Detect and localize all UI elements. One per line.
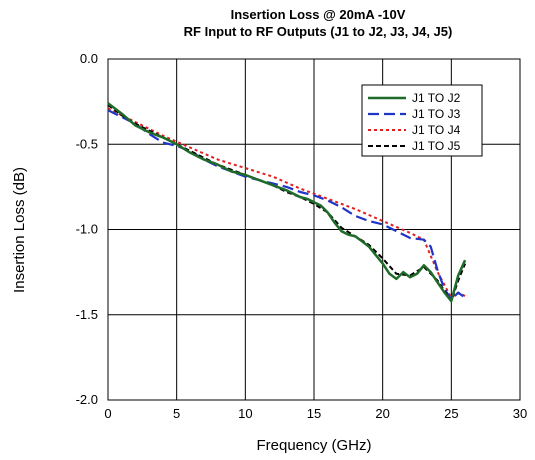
x-tick-label: 25: [444, 406, 458, 421]
x-tick-label: 5: [173, 406, 180, 421]
x-axis-ticks: 0 5 10 15 20 25 30: [104, 406, 527, 421]
x-tick-label: 15: [307, 406, 321, 421]
series-line-j1-to-j5: [107, 104, 467, 303]
x-tick-label: 30: [513, 406, 527, 421]
y-tick-label: -1.5: [76, 307, 98, 322]
legend-label: J1 TO J2: [412, 91, 461, 105]
series-line-j1-to-j2: [107, 102, 467, 303]
x-tick-label: 20: [375, 406, 389, 421]
data-series: [107, 102, 467, 303]
legend-label: J1 TO J4: [412, 123, 461, 137]
legend-label: J1 TO J3: [412, 107, 461, 121]
y-axis-title: Insertion Loss (dB): [11, 167, 28, 293]
chart-title: Insertion Loss @ 20mA -10V: [231, 7, 406, 22]
x-tick-label: 0: [104, 406, 111, 421]
y-tick-label: -2.0: [76, 392, 98, 407]
chart-legend: J1 TO J2 J1 TO J3 J1 TO J4 J1 TO J5: [361, 84, 483, 157]
plot-area-frame: [107, 58, 521, 401]
y-tick-label: -1.0: [76, 222, 98, 237]
chart-subtitle: RF Input to RF Outputs (J1 to J2, J3, J4…: [184, 24, 453, 39]
series-line-j1-to-j3: [107, 109, 466, 301]
x-tick-label: 10: [238, 406, 252, 421]
y-axis-ticks: 0.0 -0.5 -1.0 -1.5 -2.0: [76, 51, 98, 407]
x-axis-title: Frequency (GHz): [256, 437, 371, 454]
y-tick-label: -0.5: [76, 136, 98, 151]
y-tick-label: 0.0: [80, 51, 98, 66]
legend-label: J1 TO J5: [412, 139, 461, 153]
